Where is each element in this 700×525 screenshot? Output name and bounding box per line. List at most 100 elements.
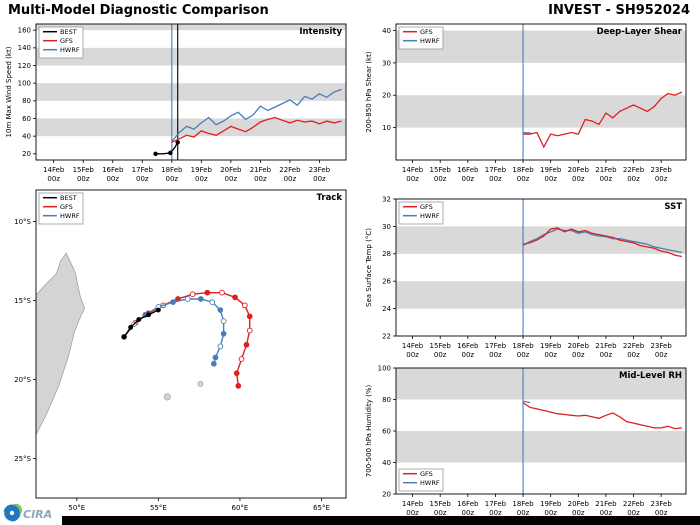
series-line-gfs (123, 292, 251, 386)
track-marker-gfs (204, 289, 211, 296)
y-tick-label: 32 (382, 195, 391, 203)
shear-panel: 1020304014Feb00z15Feb00z16Feb00z17Feb00z… (365, 23, 687, 183)
track-marker-gfs (232, 294, 238, 301)
x-tick-sublabel: 00z (195, 175, 208, 183)
background-band (396, 95, 686, 128)
x-tick-sublabel: 00z (517, 175, 530, 183)
x-tick-label: 23Feb (309, 166, 331, 174)
x-tick-sublabel: 00z (254, 175, 267, 183)
track-marker-hwrf (217, 343, 224, 350)
x-tick-sublabel: 00z (434, 351, 447, 359)
x-tick-sublabel: 00z (572, 509, 585, 517)
x-tick-sublabel: 00z (406, 509, 419, 517)
x-tick-sublabel: 00z (225, 175, 238, 183)
y-tick-label: 10 (382, 124, 391, 132)
y-tick-label: 30 (382, 223, 391, 231)
x-tick-sublabel: 00z (106, 175, 119, 183)
x-tick-label: 17Feb (485, 166, 507, 174)
x-tick-label: 20Feb (568, 342, 590, 350)
y-tick-label: 40 (382, 27, 391, 35)
track-marker-gfs (189, 291, 196, 298)
x-tick-label: 16Feb (457, 342, 479, 350)
cira-logo-text: CIRA (23, 508, 52, 521)
series-line-hwrf (522, 228, 683, 254)
x-tick-label: 20Feb (220, 166, 242, 174)
x-tick-label: 50°E (68, 504, 85, 512)
legend-label-hwrf: HWRF (60, 46, 80, 54)
track-marker-gfs (241, 302, 248, 309)
plot-border (35, 23, 347, 161)
shear-ylabel: 200-850 hPa Shear (kt) (365, 51, 373, 132)
x-tick-label: 14Feb (402, 166, 424, 174)
rh-panel: 2040608010014Feb00z15Feb00z16Feb00z17Feb… (365, 364, 687, 517)
track-marker-best (155, 307, 161, 313)
island (197, 381, 204, 387)
x-tick-label: 15Feb (73, 166, 95, 174)
x-tick-sublabel: 00z (47, 175, 60, 183)
x-tick-label: 65°E (313, 504, 330, 512)
y-tick-label: 80 (382, 396, 391, 404)
x-tick-label: 16Feb (102, 166, 124, 174)
x-tick-sublabel: 00z (572, 351, 585, 359)
x-tick-label: 19Feb (540, 342, 562, 350)
track-marker-hwrf (220, 318, 227, 324)
background-band (36, 47, 346, 66)
x-tick-sublabel: 00z (166, 175, 179, 183)
y-tick-label: 120 (18, 62, 31, 70)
rh-title: Mid-Level RH (619, 371, 682, 381)
y-tick-label: 22 (382, 332, 391, 340)
y-tick-label: 100 (18, 80, 31, 88)
x-tick-sublabel: 00z (77, 175, 90, 183)
track-marker-hwrf (170, 299, 176, 305)
sst-title: SST (664, 202, 682, 212)
series-line-hwrf (522, 400, 531, 404)
legend-label-gfs: GFS (420, 203, 433, 211)
x-tick-sublabel: 00z (572, 175, 585, 183)
y-tick-label: 28 (382, 250, 391, 258)
x-tick-label: 55°E (150, 504, 167, 512)
series-line-best (155, 141, 179, 155)
x-tick-label: 18Feb (512, 500, 534, 508)
cira-swirl-icon (2, 503, 22, 523)
x-tick-label: 20Feb (568, 166, 590, 174)
legend-label-best: BEST (60, 194, 77, 202)
y-tick-label: 15°S (14, 297, 31, 305)
x-tick-sublabel: 00z (655, 175, 668, 183)
x-tick-sublabel: 00z (489, 175, 502, 183)
track-marker-gfs (233, 370, 240, 377)
page-title: Multi-Model Diagnostic Comparison (8, 3, 269, 18)
x-tick-sublabel: 00z (434, 509, 447, 517)
x-tick-label: 15Feb (430, 500, 452, 508)
legend-box (398, 201, 444, 225)
x-tick-sublabel: 00z (406, 351, 419, 359)
y-tick-label: 10°S (14, 218, 31, 226)
legend-label-gfs: GFS (420, 28, 433, 36)
y-tick-label: 40 (382, 459, 391, 467)
y-tick-label: 160 (18, 27, 31, 35)
y-tick-label: 20 (382, 92, 391, 100)
y-tick-label: 100 (378, 364, 391, 372)
x-tick-label: 22Feb (623, 166, 645, 174)
x-tick-label: 23Feb (650, 342, 672, 350)
x-tick-label: 14Feb (43, 166, 65, 174)
x-tick-sublabel: 00z (544, 509, 557, 517)
background-band (396, 226, 686, 254)
x-tick-sublabel: 00z (462, 509, 475, 517)
shear-title: Deep-Layer Shear (597, 27, 683, 37)
x-tick-sublabel: 00z (489, 509, 502, 517)
track-marker-gfs (219, 289, 225, 296)
x-tick-label: 15Feb (430, 342, 452, 350)
x-tick-sublabel: 00z (434, 175, 447, 183)
x-tick-sublabel: 00z (313, 175, 326, 183)
track-marker-gfs (246, 313, 253, 320)
x-tick-sublabel: 00z (655, 351, 668, 359)
background-band (396, 30, 686, 63)
x-tick-label: 23Feb (650, 500, 672, 508)
track-marker-best (168, 150, 173, 156)
x-tick-sublabel: 00z (489, 351, 502, 359)
series-line-gfs (171, 116, 342, 143)
track-marker-gfs (246, 327, 253, 334)
track-marker-best (153, 151, 158, 157)
x-tick-label: 15Feb (430, 166, 452, 174)
